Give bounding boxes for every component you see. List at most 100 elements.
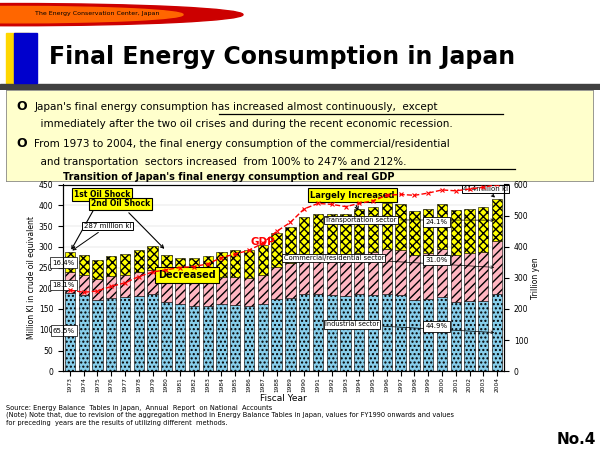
Bar [175, 280, 185, 304]
Bar [340, 214, 350, 256]
Bar [437, 297, 447, 371]
Text: 44.9%: 44.9% [425, 324, 448, 329]
Text: immediately after the two oil crises and during the recent economic recession.: immediately after the two oil crises and… [34, 119, 453, 129]
Bar [395, 250, 406, 295]
Bar [492, 241, 502, 294]
Bar [340, 256, 350, 296]
Bar [354, 252, 364, 294]
Bar [230, 305, 241, 371]
Bar [120, 254, 130, 275]
Text: Industrial sector: Industrial sector [325, 321, 494, 333]
Bar [134, 273, 144, 296]
Bar [313, 294, 323, 371]
Text: GDP: GDP [250, 237, 275, 247]
Bar [340, 296, 350, 371]
Text: 18.1%: 18.1% [53, 282, 75, 288]
Bar [120, 297, 130, 371]
Bar [271, 267, 282, 299]
Text: No.4: No.4 [556, 432, 596, 447]
Bar [313, 255, 323, 294]
Bar [464, 301, 475, 371]
Bar [203, 256, 213, 280]
Text: Japan's final energy consumption has increased almost continuously,  except: Japan's final energy consumption has inc… [34, 102, 438, 112]
Bar [451, 255, 461, 302]
Bar [299, 217, 310, 256]
Bar [313, 214, 323, 255]
Bar [478, 207, 488, 252]
Bar [189, 282, 199, 306]
Bar [0, 84, 600, 90]
Bar [134, 296, 144, 371]
X-axis label: Fiscal Year: Fiscal Year [260, 394, 307, 403]
Bar [106, 276, 116, 298]
Bar [382, 294, 392, 371]
Y-axis label: Million Kl in crude oil equivalent: Million Kl in crude oil equivalent [27, 216, 36, 339]
Bar [189, 306, 199, 371]
Bar [423, 208, 433, 253]
Text: 31.0%: 31.0% [425, 257, 448, 263]
Bar [217, 278, 227, 304]
Bar [409, 255, 419, 300]
Text: 414million kl: 414million kl [463, 186, 508, 197]
Bar [217, 252, 227, 278]
Bar [134, 250, 144, 273]
Bar [257, 274, 268, 305]
Circle shape [0, 6, 183, 23]
Text: 65.5%: 65.5% [53, 328, 75, 333]
Bar [423, 253, 433, 299]
FancyBboxPatch shape [6, 90, 594, 182]
Text: O: O [17, 137, 27, 150]
Bar [244, 250, 254, 278]
Text: Commercial/residential sector: Commercial/residential sector [284, 255, 494, 269]
Bar [299, 256, 310, 294]
Bar [161, 255, 172, 278]
Bar [285, 298, 296, 371]
Bar [79, 274, 89, 295]
Bar [492, 294, 502, 371]
Bar [257, 245, 268, 274]
Bar [409, 211, 419, 255]
Bar [14, 33, 37, 83]
Bar [148, 294, 158, 371]
Text: 2nd Oil Shock: 2nd Oil Shock [91, 199, 164, 248]
Bar [354, 208, 364, 252]
Bar [148, 270, 158, 294]
Bar [423, 299, 433, 371]
Bar [437, 249, 447, 297]
Text: Transition of Japan's final energy consumption and real GDP: Transition of Japan's final energy consu… [63, 172, 395, 182]
Bar [79, 295, 89, 371]
Bar [6, 33, 29, 83]
Bar [326, 256, 337, 295]
Text: Largely Increased: Largely Increased [310, 191, 395, 210]
Bar [382, 249, 392, 294]
Text: Final Energy Consumption in Japan: Final Energy Consumption in Japan [49, 45, 515, 68]
Bar [368, 252, 378, 295]
Text: Decreased: Decreased [158, 270, 216, 280]
Bar [175, 257, 185, 280]
Bar [478, 301, 488, 371]
Bar [65, 272, 75, 293]
Bar [368, 207, 378, 252]
Bar [92, 300, 103, 371]
Text: Transportation sector: Transportation sector [325, 217, 494, 223]
Bar [120, 275, 130, 297]
Bar [451, 302, 461, 371]
Bar [92, 279, 103, 300]
Bar [299, 294, 310, 371]
Text: 24.1%: 24.1% [425, 219, 448, 225]
Bar [92, 260, 103, 279]
Bar [65, 293, 75, 371]
Bar [478, 252, 488, 301]
Bar [257, 305, 268, 371]
Y-axis label: Trillion yen: Trillion yen [531, 257, 540, 299]
Bar [382, 203, 392, 249]
Circle shape [0, 4, 243, 26]
Bar [203, 306, 213, 371]
Bar [409, 300, 419, 371]
Bar [326, 214, 337, 256]
Text: O: O [17, 100, 27, 113]
Bar [285, 227, 296, 263]
Bar [368, 295, 378, 371]
Text: Source: Energy Balance  Tables in Japan,  Annual  Report  on National  Accounts
: Source: Energy Balance Tables in Japan, … [6, 405, 454, 426]
Text: 16.4%: 16.4% [53, 260, 75, 266]
